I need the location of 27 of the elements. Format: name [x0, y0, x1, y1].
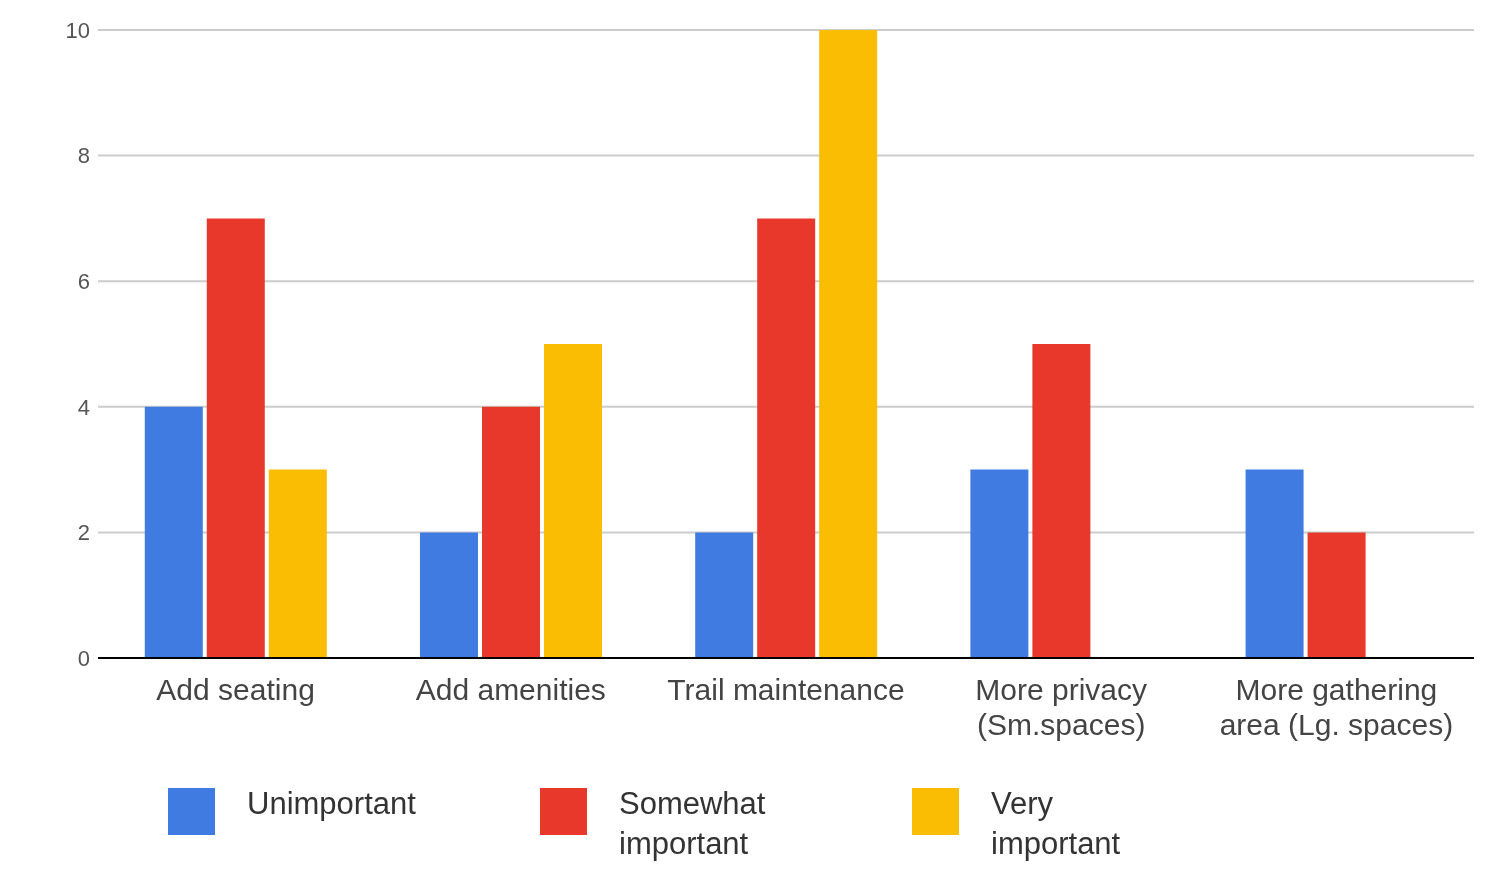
legend-label: Unimportant — [247, 785, 417, 823]
bar — [1245, 469, 1304, 658]
bar — [144, 406, 203, 658]
bar — [268, 469, 327, 658]
x-tick-label: Trail maintenance — [667, 673, 905, 706]
x-tick-label: Add seating — [156, 673, 315, 706]
x-tick-label: More gathering area (Lg. spaces) — [1219, 673, 1454, 741]
bar — [757, 218, 816, 658]
y-tick-label: 10 — [65, 17, 90, 43]
bar — [543, 344, 602, 658]
y-tick-label: 8 — [77, 143, 90, 169]
bar — [481, 406, 540, 658]
bar — [819, 30, 878, 658]
y-tick-label: 0 — [77, 645, 90, 671]
bar — [419, 532, 478, 658]
bar — [695, 532, 754, 658]
bar — [970, 469, 1029, 658]
y-tick-label: 6 — [77, 269, 90, 295]
x-tick-label: More privacy (Sm.spaces) — [975, 673, 1148, 741]
y-tick-label: 2 — [77, 520, 90, 546]
y-tick-label: 4 — [77, 394, 90, 420]
x-tick-label: Add amenities — [415, 673, 606, 706]
legend-label: Somewhat important — [619, 785, 767, 863]
bar — [206, 218, 265, 658]
legend-label: Very important — [991, 785, 1122, 863]
bar — [1032, 344, 1091, 658]
bar — [1307, 532, 1366, 658]
